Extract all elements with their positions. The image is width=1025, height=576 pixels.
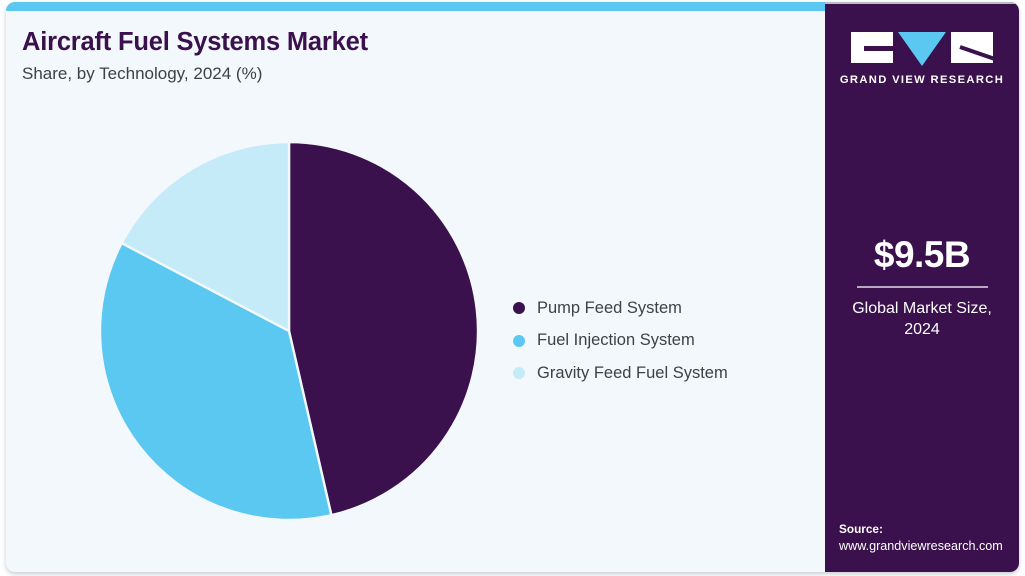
pie-chart-svg bbox=[100, 142, 478, 520]
pie-slice[interactable] bbox=[120, 142, 291, 333]
chart-area: Aircraft Fuel Systems Market Share, by T… bbox=[6, 11, 820, 572]
legend-item-label: Pump Feed System bbox=[537, 298, 682, 317]
legend-color-swatch-icon bbox=[513, 302, 525, 315]
brand-logo: GRAND VIEW RESEARCH bbox=[825, 32, 1019, 86]
legend-item[interactable]: Gravity Feed Fuel System bbox=[513, 357, 728, 390]
logo-letter-g-icon bbox=[851, 32, 893, 63]
market-size-value: $9.5B bbox=[873, 234, 971, 275]
legend-item-label: Fuel Injection System bbox=[537, 331, 695, 350]
page-subtitle: Share, by Technology, 2024 (%) bbox=[22, 63, 263, 83]
pie-slice[interactable] bbox=[100, 241, 333, 520]
pie-chart bbox=[100, 142, 478, 520]
chart-legend: Pump Feed System Fuel Injection System Gra… bbox=[513, 292, 728, 390]
market-size-label: Global Market Size, 2024 bbox=[852, 300, 992, 339]
source-block: Source: www.grandviewresearch.com bbox=[839, 521, 1013, 555]
page-title: Aircraft Fuel Systems Market bbox=[22, 28, 368, 56]
logo-wordmark: GRAND VIEW RESEARCH bbox=[839, 74, 1005, 86]
market-size-stat: $9.5B Global Market Size, 2024 bbox=[825, 236, 1019, 341]
title-block: Aircraft Fuel Systems Market Share, by T… bbox=[22, 28, 782, 84]
top-accent-bar bbox=[6, 2, 1019, 11]
source-url[interactable]: www.grandviewresearch.com bbox=[839, 539, 1003, 553]
source-title: Source: bbox=[839, 521, 883, 536]
chart-card: Aircraft Fuel Systems Market Share, by T… bbox=[6, 2, 1019, 572]
pie-slice[interactable] bbox=[287, 142, 478, 517]
stat-divider bbox=[856, 286, 988, 288]
legend-item[interactable]: Fuel Injection System bbox=[513, 325, 728, 358]
logo-letter-r-icon bbox=[951, 32, 993, 63]
brand-side-panel: GRAND VIEW RESEARCH $9.5B Global Market … bbox=[825, 2, 1019, 572]
legend-color-swatch-icon bbox=[513, 334, 525, 347]
logo-letter-v-triangle-icon bbox=[898, 32, 946, 66]
legend-item-label: Gravity Feed Fuel System bbox=[537, 363, 728, 382]
legend-color-swatch-icon bbox=[513, 367, 525, 380]
logo-marks bbox=[825, 32, 1019, 66]
legend-item[interactable]: Pump Feed System bbox=[513, 292, 728, 325]
